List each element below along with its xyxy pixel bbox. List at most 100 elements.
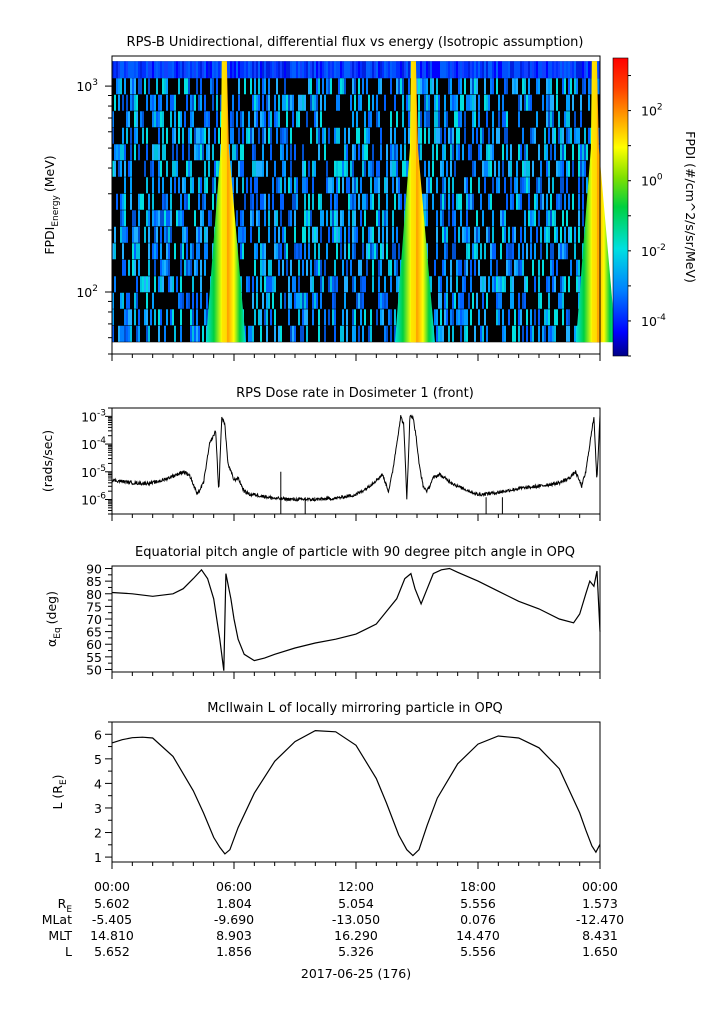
- spectrogram-cell: [542, 61, 544, 79]
- spectrogram-cell: [184, 259, 186, 276]
- spectrogram-cell: [486, 160, 488, 177]
- y-tick-label: 103: [76, 78, 98, 94]
- spectrogram-cell: [378, 111, 380, 128]
- spectrogram-cell: [568, 61, 570, 79]
- spectrogram-cell: [290, 144, 292, 161]
- spectrogram-cell: [310, 61, 312, 79]
- spectrogram-cell: [256, 61, 258, 79]
- spectrogram-cell: [252, 210, 254, 227]
- spectrogram-cell: [454, 292, 456, 309]
- spectrogram-cell: [544, 61, 546, 79]
- spectrogram-cell: [484, 78, 486, 95]
- spectrogram-cell: [162, 61, 164, 79]
- spectrogram-cell: [270, 111, 272, 128]
- spectrogram-cell: [298, 276, 300, 293]
- spectrogram-cell: [360, 177, 362, 194]
- spectrogram-cell: [518, 61, 520, 79]
- spectrogram-cell: [240, 226, 242, 243]
- spectrogram-cell: [286, 243, 288, 260]
- spectrogram-cell: [390, 259, 392, 276]
- spectrogram-cell: [298, 94, 300, 111]
- spectrogram-cell: [440, 61, 442, 79]
- spectrogram-cell: [370, 226, 372, 243]
- spectrogram-cell: [170, 226, 172, 243]
- spectrogram-cell: [120, 226, 122, 243]
- spectrogram-cell: [378, 210, 380, 227]
- spectrogram-cell: [328, 61, 330, 79]
- spectrogram-cell: [150, 309, 152, 326]
- spectrogram-cell: [292, 61, 294, 79]
- spectrogram-cell: [366, 193, 368, 210]
- spectrogram-cell: [428, 160, 430, 177]
- spectrogram-cell: [166, 61, 168, 79]
- spectrogram-cell: [550, 78, 552, 95]
- spectrogram-cell: [200, 94, 202, 111]
- spectrogram-cell: [156, 144, 158, 161]
- spectrogram-cell: [560, 127, 562, 144]
- spectrogram-cell: [254, 259, 256, 276]
- spectrogram-cell: [568, 111, 570, 128]
- spectrogram-cell: [118, 325, 120, 342]
- spectrogram-cell: [140, 276, 142, 293]
- spectrogram-cell: [444, 292, 446, 309]
- spectrogram-cell: [524, 177, 526, 194]
- spectrogram-cell: [574, 111, 576, 128]
- spectrogram-cell: [574, 61, 576, 79]
- spectrogram-cell: [504, 210, 506, 227]
- spectrogram-cell: [486, 111, 488, 128]
- spectrogram-cell: [170, 309, 172, 326]
- spectrogram-cell: [504, 111, 506, 128]
- spectrogram-cell: [182, 210, 184, 227]
- spectrogram-cell: [336, 243, 338, 260]
- spectrogram-cell: [336, 61, 338, 79]
- spectrogram-cell: [378, 292, 380, 309]
- spectrogram-cell: [214, 61, 216, 79]
- spectrogram-cell: [526, 309, 528, 326]
- spectrogram-cell: [550, 259, 552, 276]
- spectrogram-cell: [548, 325, 550, 342]
- spectrogram-cell: [408, 127, 410, 144]
- spectrogram-cell: [552, 61, 554, 79]
- spectrogram-cell: [270, 276, 272, 293]
- spectrogram-cell: [120, 78, 122, 95]
- spectrogram-cell: [320, 210, 322, 227]
- spectrogram-cell: [326, 177, 328, 194]
- spectrogram-cell: [318, 325, 320, 342]
- spectrogram-cell: [320, 111, 322, 128]
- spectrogram-cell: [454, 210, 456, 227]
- mcilwain-l-ylabel: L (RE): [50, 774, 69, 809]
- spectrogram-cell: [452, 61, 454, 79]
- spectrogram-cell: [186, 160, 188, 177]
- spectrogram-cell: [230, 127, 232, 144]
- spectrogram-cell: [458, 292, 460, 309]
- spectrogram-cell: [342, 210, 344, 227]
- spectrogram-cell: [270, 144, 272, 161]
- spectrogram-cell: [558, 243, 560, 260]
- spectrogram-cell: [518, 292, 520, 309]
- spectrogram-cell: [530, 61, 532, 79]
- spectrogram-cell: [516, 160, 518, 177]
- spectrogram-cell: [170, 94, 172, 111]
- spectrogram-cell: [520, 193, 522, 210]
- spectrogram-cell: [576, 78, 578, 95]
- spectrogram-cell: [180, 259, 182, 276]
- spectrogram-cell: [164, 78, 166, 95]
- spectrogram-cell: [322, 210, 324, 227]
- spectrogram-cell: [402, 160, 404, 177]
- spectrogram-cell: [254, 61, 256, 79]
- spectrogram-cell: [470, 259, 472, 276]
- spectrogram-cell: [582, 78, 584, 95]
- spectrogram-cell: [526, 276, 528, 293]
- spectrogram-cell: [132, 61, 134, 79]
- spectrogram-cell: [136, 243, 138, 260]
- spectrogram-cell: [278, 325, 280, 342]
- pitch-angle-frame: [111, 565, 601, 673]
- spectrogram-cell: [182, 144, 184, 161]
- ephemeris-row-label: MLat: [42, 912, 72, 927]
- spectrogram-cell: [206, 61, 208, 79]
- spectrogram-cell: [346, 259, 348, 276]
- spectrogram-cell: [476, 61, 478, 79]
- spectrogram-cell: [230, 61, 232, 79]
- spectrogram-cell: [524, 61, 526, 79]
- spectrogram-cell: [480, 127, 482, 144]
